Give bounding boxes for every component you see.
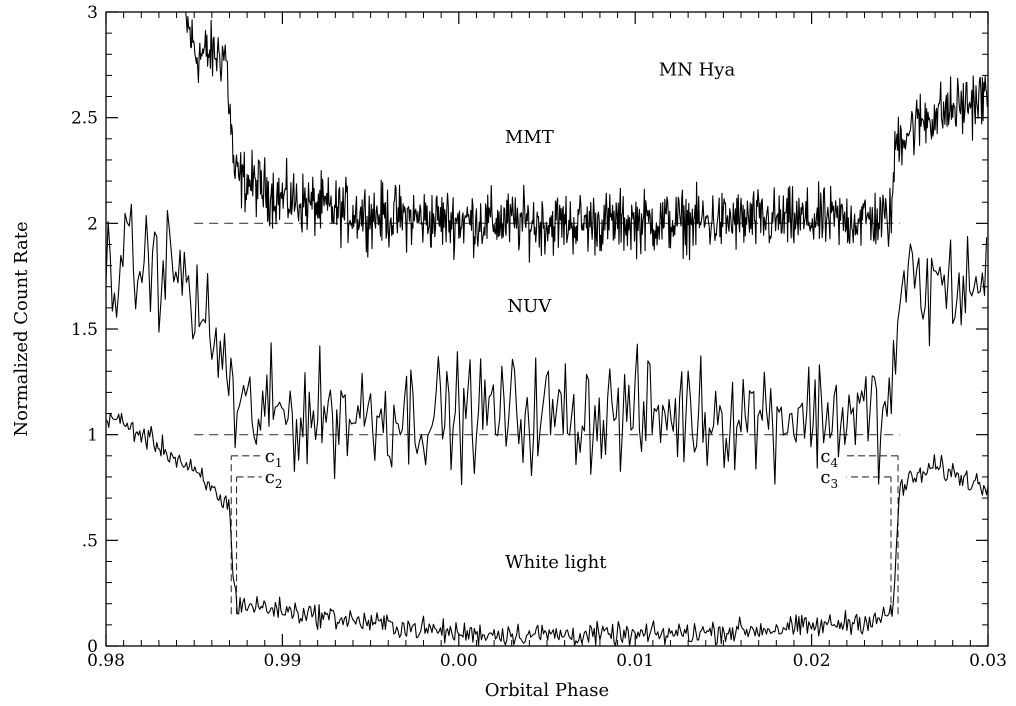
c2-label: c2 (265, 467, 283, 491)
x-tick-label: 0.00 (440, 651, 478, 671)
x-tick-label: 0.01 (616, 651, 654, 671)
y-tick-label: 2 (87, 214, 98, 234)
title-annotation: MN Hya (659, 59, 736, 80)
nuv-annotation: NUV (507, 296, 552, 317)
mmt-series-line (183, 11, 989, 263)
x-tick-label: 0.02 (793, 651, 831, 671)
white-series-line (105, 412, 989, 647)
axis-ticks: 0.98 0.99 0.00 0.01 0.02 0.03 0 .5 1 1.5 2 2.5 3 (71, 3, 1007, 671)
x-tick-label: 0.03 (969, 651, 1007, 671)
c3-label: c3 (820, 467, 838, 491)
y-tick-label: 2.5 (71, 109, 98, 129)
x-tick-label: 0.98 (87, 651, 125, 671)
y-tick-label: 1.5 (71, 320, 98, 340)
reference-lines (194, 222, 900, 436)
y-tick-label: 3 (87, 3, 98, 23)
white-annotation: White light (505, 552, 607, 573)
y-tick-label: 1 (87, 426, 98, 446)
nuv-series-line (105, 203, 988, 486)
c1-label: c1 (265, 446, 283, 470)
y-tick-label: .5 (82, 531, 98, 551)
annotations: MN Hya MMT NUV White light (505, 59, 736, 572)
mmt-annotation: MMT (505, 127, 554, 148)
x-tick-label: 0.99 (263, 651, 301, 671)
y-axis-label: Normalized Count Rate (11, 221, 32, 436)
c4-label: c4 (820, 446, 838, 470)
series-lines (105, 11, 989, 647)
x-axis-label: Orbital Phase (485, 680, 609, 701)
y-tick-label: 0 (87, 637, 98, 657)
